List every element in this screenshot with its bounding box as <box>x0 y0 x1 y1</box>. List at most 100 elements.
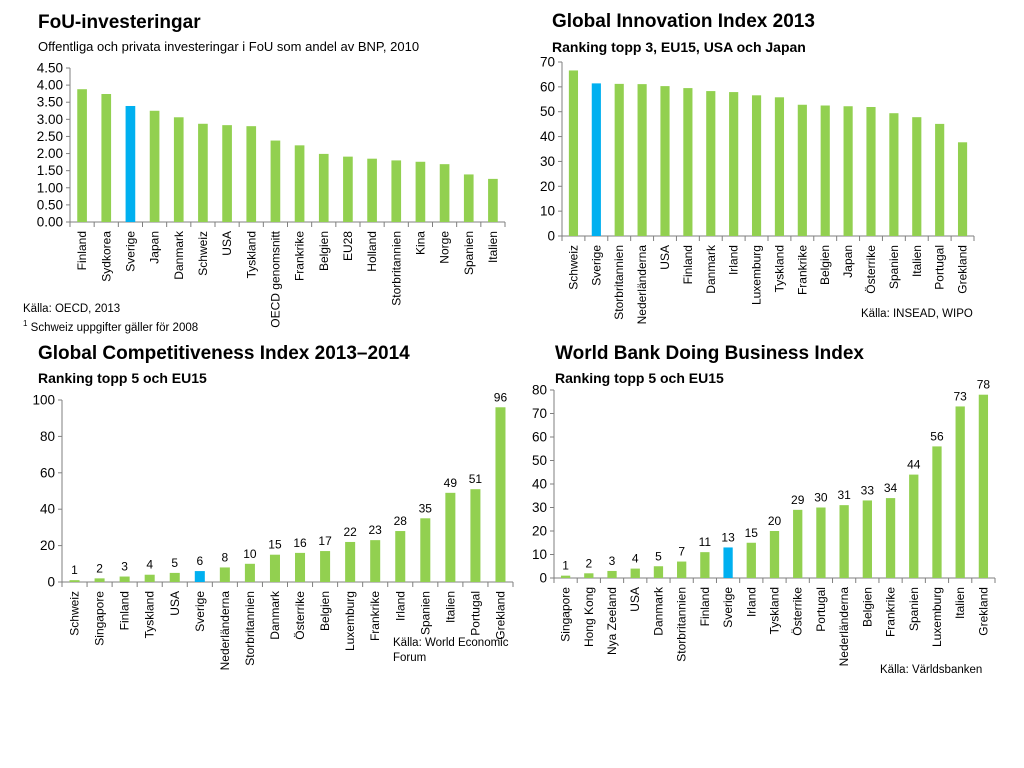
x-tick-label: Nederländerna <box>218 591 232 671</box>
bar-Grekland <box>978 394 989 578</box>
x-tick-label: Storbritannien <box>243 591 257 666</box>
bar-Frankrike <box>294 145 305 222</box>
x-tick-label: Portugal <box>933 245 947 290</box>
source-note-gii: Källa: INSEAD, WIPO <box>861 308 973 320</box>
bar-Portugal <box>816 507 826 578</box>
bar-Kina <box>415 161 426 222</box>
bar-Portugal <box>470 489 481 582</box>
bar-Storbritannien <box>244 563 255 582</box>
x-tick-label: Spanien <box>462 231 476 275</box>
x-tick-label: OECD genomsnitt <box>268 230 282 327</box>
data-label: 29 <box>791 493 805 507</box>
bar-EU28 <box>343 156 353 222</box>
data-label: 56 <box>930 429 944 443</box>
x-tick-label: Luxemburg <box>930 587 944 647</box>
bar-Tyskland <box>246 126 257 222</box>
x-tick-label: Frankrike <box>293 231 307 281</box>
data-label: 73 <box>954 389 968 403</box>
bar-OECD genomsnitt <box>270 140 281 222</box>
x-tick-label: Schweiz <box>68 591 82 636</box>
x-tick-label: Frankrike <box>368 591 382 641</box>
data-label: 3 <box>609 554 616 568</box>
x-tick-label: Österrike <box>791 587 805 636</box>
y-tick-label: 100 <box>32 393 55 408</box>
bar-Spanien <box>909 474 919 578</box>
y-tick-label: 30 <box>540 154 555 169</box>
x-tick-label: Spanien <box>887 245 901 289</box>
data-label: 4 <box>146 558 153 572</box>
data-label: 4 <box>632 552 639 566</box>
chart-subtitle-gci: Ranking topp 5 och EU15 <box>38 370 207 386</box>
x-tick-label: Spanien <box>418 591 432 635</box>
x-tick-label: Sydkorea <box>99 231 113 282</box>
bar-USA <box>222 125 232 222</box>
x-tick-label: Italien <box>443 591 457 623</box>
bar-Belgien <box>320 551 331 582</box>
y-tick-label: 60 <box>540 79 555 94</box>
y-tick-label: 0 <box>539 571 547 586</box>
chart-subtitle-wb: Ranking topp 5 och EU15 <box>555 370 724 386</box>
data-label: 8 <box>222 550 229 564</box>
bar-Hong Kong <box>584 573 594 578</box>
data-label: 15 <box>745 526 759 540</box>
x-tick-label: Sverige <box>123 231 137 272</box>
x-tick-label: Finland <box>681 245 695 284</box>
x-tick-label: Nederländerna <box>837 587 851 667</box>
x-tick-label: Tyskland <box>143 591 157 638</box>
x-tick-label: Grekland <box>976 587 990 636</box>
bar-Sydkorea <box>101 94 112 222</box>
x-tick-label: Luxemburg <box>750 245 764 305</box>
bar-Japan <box>149 110 160 222</box>
x-tick-label: Irland <box>393 591 407 621</box>
chart-title-gci: Global Competitiveness Index 2013–2014 <box>38 343 410 364</box>
bar-Danmark <box>706 91 716 236</box>
x-tick-label: Danmark <box>704 244 718 294</box>
footnote-marker: 1 <box>23 319 28 328</box>
data-label: 34 <box>884 481 898 495</box>
data-label: 33 <box>861 483 875 497</box>
bar-Irland <box>395 531 406 582</box>
y-tick-label: 20 <box>532 524 547 539</box>
bar-Nederländerna <box>219 567 230 582</box>
bar-Italien <box>445 492 456 582</box>
bar-Portugal <box>935 123 945 236</box>
data-label: 20 <box>768 514 782 528</box>
data-label: 1 <box>71 563 78 577</box>
y-tick-label: 70 <box>532 406 547 421</box>
x-tick-label: USA <box>220 231 234 256</box>
data-label: 10 <box>243 547 257 561</box>
bar-Nederländerna <box>839 505 849 578</box>
bar-Spanien <box>463 174 474 222</box>
y-tick-label: 10 <box>540 204 555 219</box>
bar-Nya Zeeland <box>607 570 617 578</box>
data-label: 22 <box>343 525 357 539</box>
x-tick-label: Finland <box>118 591 132 630</box>
data-label: 7 <box>678 545 685 559</box>
data-label: 5 <box>655 549 662 563</box>
source-note-gci-line2: Forum <box>393 652 427 664</box>
x-tick-label: USA <box>628 587 642 612</box>
x-tick-label: Danmark <box>172 230 186 280</box>
y-tick-label: 40 <box>540 129 555 144</box>
x-tick-label: Österrike <box>864 245 878 294</box>
x-tick-label: Singapore <box>559 587 573 642</box>
bar-Danmark <box>653 566 664 578</box>
bar-Irland <box>746 542 756 578</box>
bar-Tyskland <box>144 574 155 582</box>
x-tick-label: Sverige <box>721 587 735 628</box>
data-label: 2 <box>585 556 592 570</box>
data-label: 2 <box>96 561 103 575</box>
x-tick-label: Norge <box>438 231 452 264</box>
y-tick-label: 2.50 <box>37 129 63 144</box>
data-label: 35 <box>419 501 433 515</box>
bar-Österrike <box>866 106 876 237</box>
bar-Grekland <box>495 407 506 582</box>
bar-Finland <box>119 576 130 582</box>
x-tick-label: Kina <box>413 231 427 255</box>
y-tick-label: 50 <box>532 453 547 468</box>
y-tick-label: 60 <box>40 465 55 480</box>
data-label: 28 <box>394 514 408 528</box>
y-tick-label: 4.00 <box>37 78 63 93</box>
x-tick-label: Italien <box>953 587 967 619</box>
bar-Schweiz <box>568 70 579 236</box>
